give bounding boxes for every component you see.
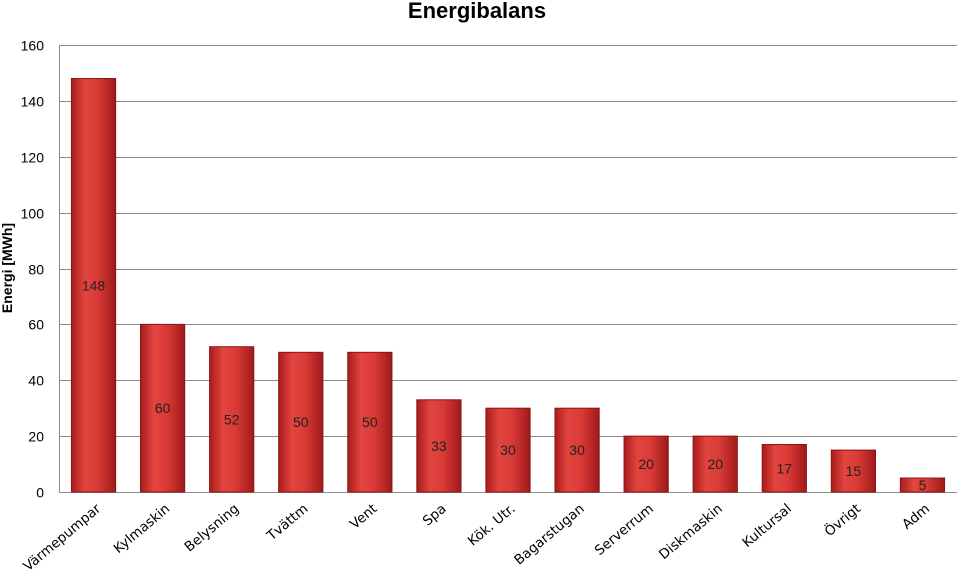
x-tick-label: Bagarstugan xyxy=(511,501,587,569)
x-tick-label: Belysning xyxy=(182,501,243,556)
data-label: 5 xyxy=(919,477,927,493)
data-label: 30 xyxy=(500,442,516,458)
data-label: 50 xyxy=(293,414,309,430)
bar-v-rmepumpar xyxy=(70,78,117,493)
data-label: 50 xyxy=(362,414,378,430)
y-tick-label: 60 xyxy=(28,317,44,333)
bar-adm xyxy=(899,477,946,493)
data-label: 30 xyxy=(569,442,585,458)
x-tick-label: Serverrum xyxy=(592,501,657,559)
bar-vent xyxy=(347,351,393,493)
x-tick-label: Övrigt xyxy=(820,499,864,540)
x-tick-label: Spa xyxy=(420,501,450,530)
bar-k-k-utr- xyxy=(485,407,531,493)
data-labels: 148 60 52 50 50 33 30 30 20 20 17 15 5 xyxy=(82,277,927,493)
x-tick-label: Diskmaskin xyxy=(656,501,726,563)
bar-kylmaskin xyxy=(140,323,186,493)
bar-spa xyxy=(416,399,462,493)
y-axis-label: Energi [MWh] xyxy=(0,223,15,313)
y-tick-label: 80 xyxy=(28,262,44,278)
y-axis-ticks: 0 20 40 60 80 100 120 140 160 xyxy=(21,38,45,501)
bar-tv-ttm xyxy=(278,351,324,493)
bar-serverrum xyxy=(623,435,669,493)
data-label: 148 xyxy=(82,277,106,293)
gridlines xyxy=(59,45,957,493)
y-tick-label: 20 xyxy=(28,429,44,445)
x-tick-label: Värmepumpar xyxy=(20,501,104,575)
y-tick-label: 120 xyxy=(21,150,45,166)
data-label: 20 xyxy=(707,456,723,472)
bars xyxy=(70,78,946,493)
y-tick-label: 40 xyxy=(28,373,44,389)
data-label: 15 xyxy=(846,463,862,479)
bar-kultursal xyxy=(761,444,807,493)
x-tick-label: Kultursal xyxy=(739,501,794,551)
y-tick-label: 100 xyxy=(21,206,45,222)
bar-diskmaskin xyxy=(692,435,738,493)
data-label: 33 xyxy=(431,438,447,454)
y-tick-label: 140 xyxy=(21,94,45,110)
x-tick-label: Adm xyxy=(899,501,933,533)
x-tick-label: Kök. Utr. xyxy=(465,501,519,550)
y-tick-label: 160 xyxy=(21,38,45,54)
y-tick-label: 0 xyxy=(36,485,44,501)
bar-bagarstugan xyxy=(554,407,600,493)
data-label: 60 xyxy=(155,400,171,416)
data-label: 52 xyxy=(224,411,240,427)
chart-title: Energibalans xyxy=(408,0,546,23)
x-tick-label: Tvättm xyxy=(263,501,311,545)
x-tick-label: Kylmaskin xyxy=(111,501,174,557)
x-tick-label: Vent xyxy=(347,501,381,533)
data-label: 20 xyxy=(638,456,654,472)
x-axis-ticks: Värmepumpar Kylmaskin Belysning Tvättm Vent S… xyxy=(20,499,933,574)
bar-belysning xyxy=(209,346,255,493)
data-label: 17 xyxy=(777,460,793,476)
bar--vrigt xyxy=(830,449,876,493)
